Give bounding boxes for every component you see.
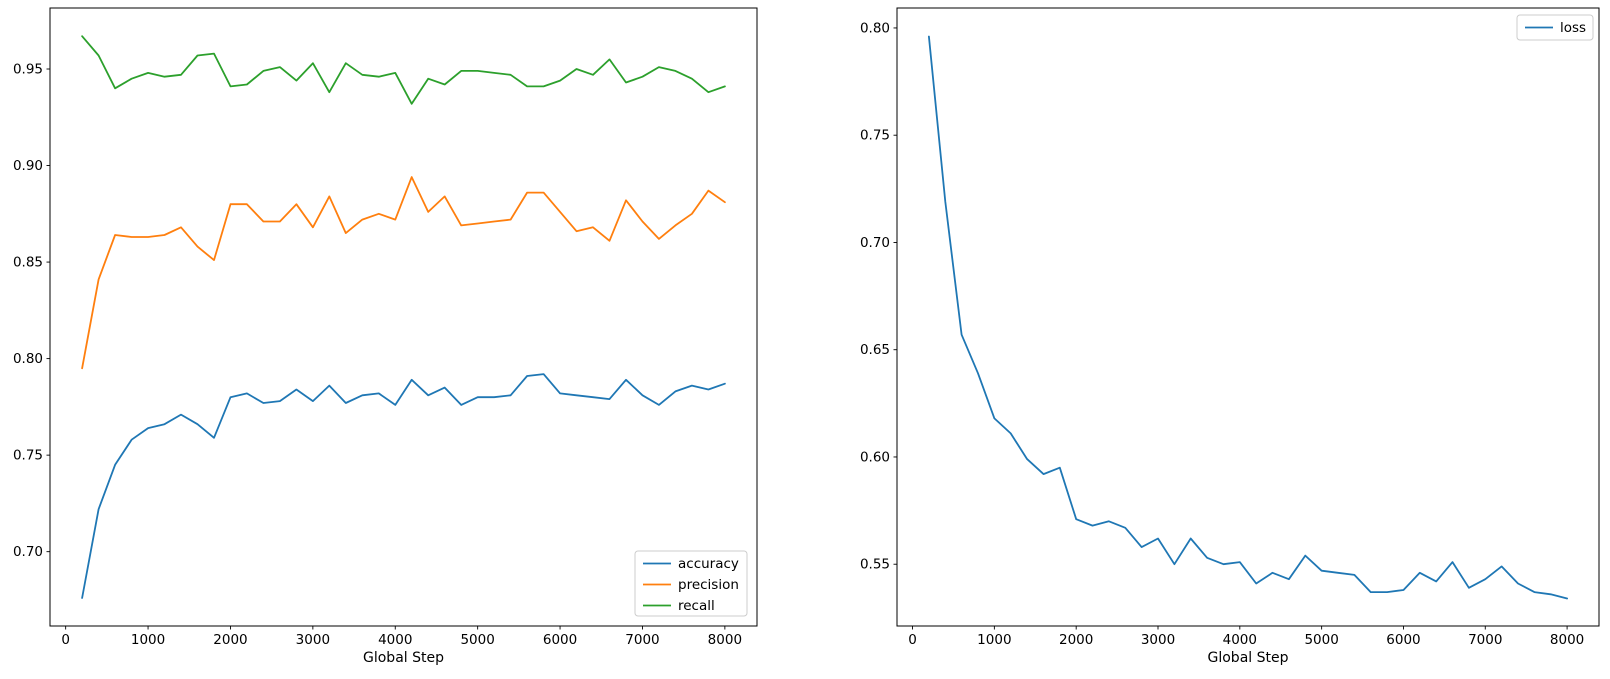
x-tick-label: 5000 xyxy=(460,632,494,648)
recall-line xyxy=(81,35,726,105)
x-tick-label: 2000 xyxy=(1059,632,1093,648)
legend: accuracy precision recall xyxy=(634,550,748,617)
y-tick-label: 0.65 xyxy=(860,342,890,358)
y-tick-label: 0.80 xyxy=(13,351,43,367)
accuracy-line xyxy=(81,373,726,599)
x-tick-label: 6000 xyxy=(1386,632,1420,648)
x-tick-label: 6000 xyxy=(543,632,577,648)
legend-label-accuracy: accuracy xyxy=(678,556,739,572)
legend-box xyxy=(1516,14,1594,41)
x-tick-label: 3000 xyxy=(296,632,330,648)
x-tick-label: 3000 xyxy=(1141,632,1175,648)
legend-label-recall: recall xyxy=(678,598,715,614)
x-axis-label: Global Step xyxy=(363,650,444,666)
y-tick-label: 0.60 xyxy=(860,449,890,465)
x-tick-label: 1000 xyxy=(131,632,165,648)
x-tick-label: 0 xyxy=(908,632,917,648)
y-tick-label: 0.80 xyxy=(860,20,890,36)
x-tick-label: 5000 xyxy=(1304,632,1338,648)
y-tick-label: 0.70 xyxy=(860,235,890,251)
y-tick-label: 0.70 xyxy=(13,544,43,560)
legend-box xyxy=(634,550,748,617)
x-tick-label: 7000 xyxy=(625,632,659,648)
x-tick-label: 8000 xyxy=(708,632,742,648)
loss-plot: 0 1000 2000 3000 4000 5000 6000 7000 8000 0.55 0.6… xyxy=(860,7,1600,666)
metrics-plot: 0 1000 2000 3000 4000 5000 6000 7000 8000 0.70 0.7… xyxy=(13,7,758,666)
x-tick-label: 4000 xyxy=(378,632,412,648)
legend: loss xyxy=(1516,14,1594,41)
x-tick-label: 2000 xyxy=(213,632,247,648)
legend-label-precision: precision xyxy=(678,577,739,593)
legend-label-loss: loss xyxy=(1560,20,1586,36)
x-tick-label: 1000 xyxy=(977,632,1011,648)
y-tick-label: 0.55 xyxy=(860,557,890,573)
axes-spines xyxy=(49,7,758,627)
axes-spines xyxy=(896,7,1600,627)
x-axis-label: Global Step xyxy=(1208,650,1289,666)
y-tick-label: 0.90 xyxy=(13,158,43,174)
x-tick-label: 8000 xyxy=(1550,632,1584,648)
x-tick-label: 7000 xyxy=(1468,632,1502,648)
x-tick-label: 4000 xyxy=(1223,632,1257,648)
precision-line xyxy=(81,176,726,370)
y-tick-label: 0.75 xyxy=(860,128,890,144)
y-tick-label: 0.85 xyxy=(13,255,43,271)
loss-line xyxy=(928,35,1568,600)
y-tick-label: 0.95 xyxy=(13,62,43,78)
x-tick-label: 0 xyxy=(61,632,70,648)
y-tick-label: 0.75 xyxy=(13,448,43,464)
